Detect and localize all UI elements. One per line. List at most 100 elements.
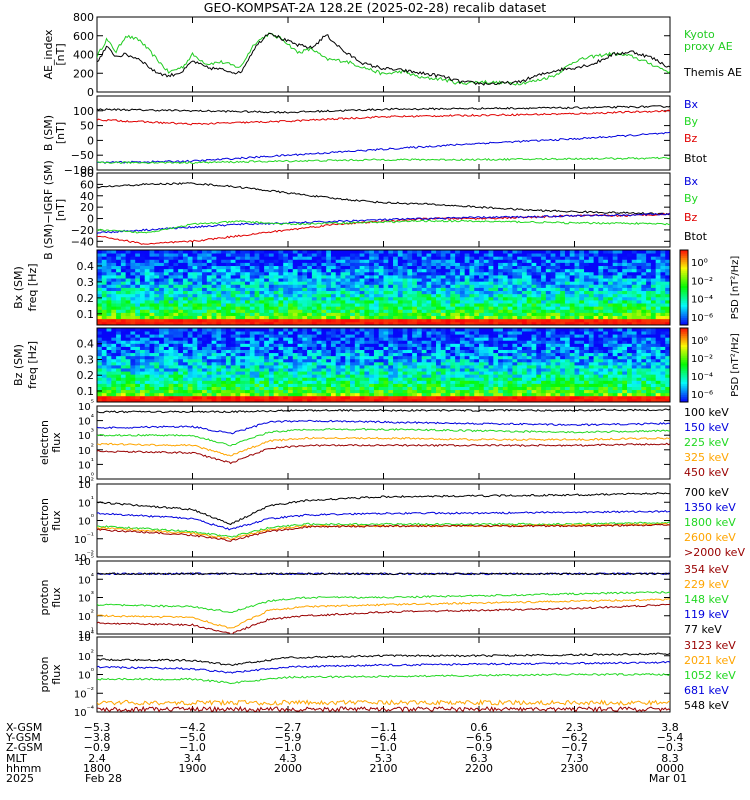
spectrogram-cell (225, 296, 232, 301)
spectrogram-cell (225, 398, 232, 403)
spectrogram-cell (321, 389, 327, 394)
spectrogram-cell (579, 256, 585, 260)
spectrogram-cell (402, 343, 408, 347)
spectrogram-cell (292, 392, 298, 397)
spectrogram-cell (206, 398, 212, 403)
spectrogram-cell (617, 265, 623, 270)
spectrogram-cell (230, 343, 236, 347)
spectrogram-cell (646, 259, 652, 263)
spectrogram-cell (273, 309, 279, 313)
spectrogram-cell (455, 306, 461, 310)
spectrogram-cell (206, 340, 212, 344)
spectrogram-cell (345, 278, 351, 282)
spectrogram-cell (307, 250, 313, 254)
spectrogram-cell (97, 386, 103, 391)
spectrogram-cell (397, 389, 404, 394)
spectrogram-cell (445, 355, 451, 360)
spectrogram-cell (240, 290, 246, 295)
spectrogram-cell (254, 312, 260, 317)
spectrogram-cell (402, 377, 408, 381)
spectrogram-cell (536, 306, 542, 310)
ytick-label-1-0: −100 (64, 164, 94, 177)
spectrogram-cell (340, 315, 346, 320)
spectrogram-cell (493, 303, 499, 307)
spectrogram-cell (307, 309, 313, 313)
spectrogram-cell (321, 377, 327, 381)
spectrogram-cell (130, 271, 136, 276)
spectrogram-cell (321, 349, 327, 354)
spectrogram-cell (206, 296, 212, 301)
spectrogram-cell (182, 380, 189, 384)
spectrogram-cell (507, 312, 513, 317)
spectrogram-cell (369, 284, 375, 288)
spectrogram-cell (273, 340, 279, 344)
spectrogram-cell (268, 268, 275, 273)
spectrogram-cell (292, 380, 298, 384)
ylabel-0-b: [nT] (54, 43, 67, 65)
spectrogram-cell (245, 392, 251, 397)
spectrogram-cell (273, 293, 279, 298)
spectrogram-cell (316, 290, 322, 295)
spectrogram-cell (335, 349, 341, 354)
spectrogram-cell (631, 265, 637, 270)
spectrogram-cell (574, 275, 580, 279)
spectrogram-cell (364, 259, 370, 263)
spectrogram-cell (330, 361, 337, 366)
ytick-label-2-2: 0 (87, 213, 94, 226)
spectrogram-cell (412, 374, 418, 378)
spectrogram-cell (650, 309, 657, 313)
spectrogram-cell (436, 337, 442, 341)
spectrogram-cell (302, 278, 308, 282)
spectrogram-cell (125, 389, 131, 394)
spectrogram-cell (335, 253, 341, 257)
spectrogram-cell (560, 271, 566, 276)
spectrogram-cell (407, 300, 413, 304)
spectrogram-cell (474, 296, 480, 301)
spectrogram-cell (474, 380, 480, 384)
spectrogram-cell (116, 383, 122, 387)
spectrogram-cell (316, 380, 322, 384)
spectrogram-cell (182, 346, 189, 350)
spectrogram-cell (240, 278, 246, 282)
spectrogram-cell (249, 306, 255, 310)
spectrogram-cell (631, 293, 637, 298)
spectrogram-cell (316, 392, 322, 397)
spectrogram-cell (154, 262, 160, 267)
spectrogram-cell (388, 392, 394, 397)
spectrogram-cell (111, 361, 117, 366)
spectrogram-cell (364, 265, 370, 270)
spectrogram-cell (159, 303, 165, 307)
spectrogram-cell (288, 334, 294, 338)
spectrogram-cell (598, 315, 604, 320)
spectrogram-cell (383, 281, 389, 285)
spectrogram-cell (330, 355, 337, 360)
spectrogram-cell (650, 303, 657, 307)
spectrogram-cell (159, 398, 165, 403)
spectrogram-cell (450, 331, 456, 335)
spectrogram-cell (340, 309, 346, 313)
spectrogram-cell (345, 346, 351, 350)
spectrogram-cell (273, 328, 279, 332)
spectrogram-cell (507, 265, 513, 270)
spectrogram-cell (479, 278, 485, 282)
spectrogram-cell (173, 278, 179, 282)
spectrogram-cell (307, 300, 313, 304)
spectrogram-cell (225, 253, 232, 257)
spectrogram-cell (393, 355, 399, 360)
spectrogram-cell (235, 253, 241, 257)
spectrogram-cell (426, 386, 432, 391)
spectrogram-cell (641, 287, 647, 292)
spectrogram-cell (412, 318, 418, 323)
spectrogram-cell (307, 380, 313, 384)
spectrogram-cell (445, 312, 451, 317)
spectrogram-cell (116, 377, 122, 381)
spectrogram-cell (459, 358, 466, 363)
spectrogram-cell (550, 306, 556, 310)
spectrogram-cell (245, 386, 251, 391)
spectrogram-cell (479, 265, 485, 270)
spectrogram-cell (464, 368, 470, 372)
spectrogram-cell (584, 321, 590, 326)
spectrogram-cell (211, 398, 217, 403)
spectrogram-cell (416, 340, 423, 344)
spectrogram-cell (593, 271, 599, 276)
